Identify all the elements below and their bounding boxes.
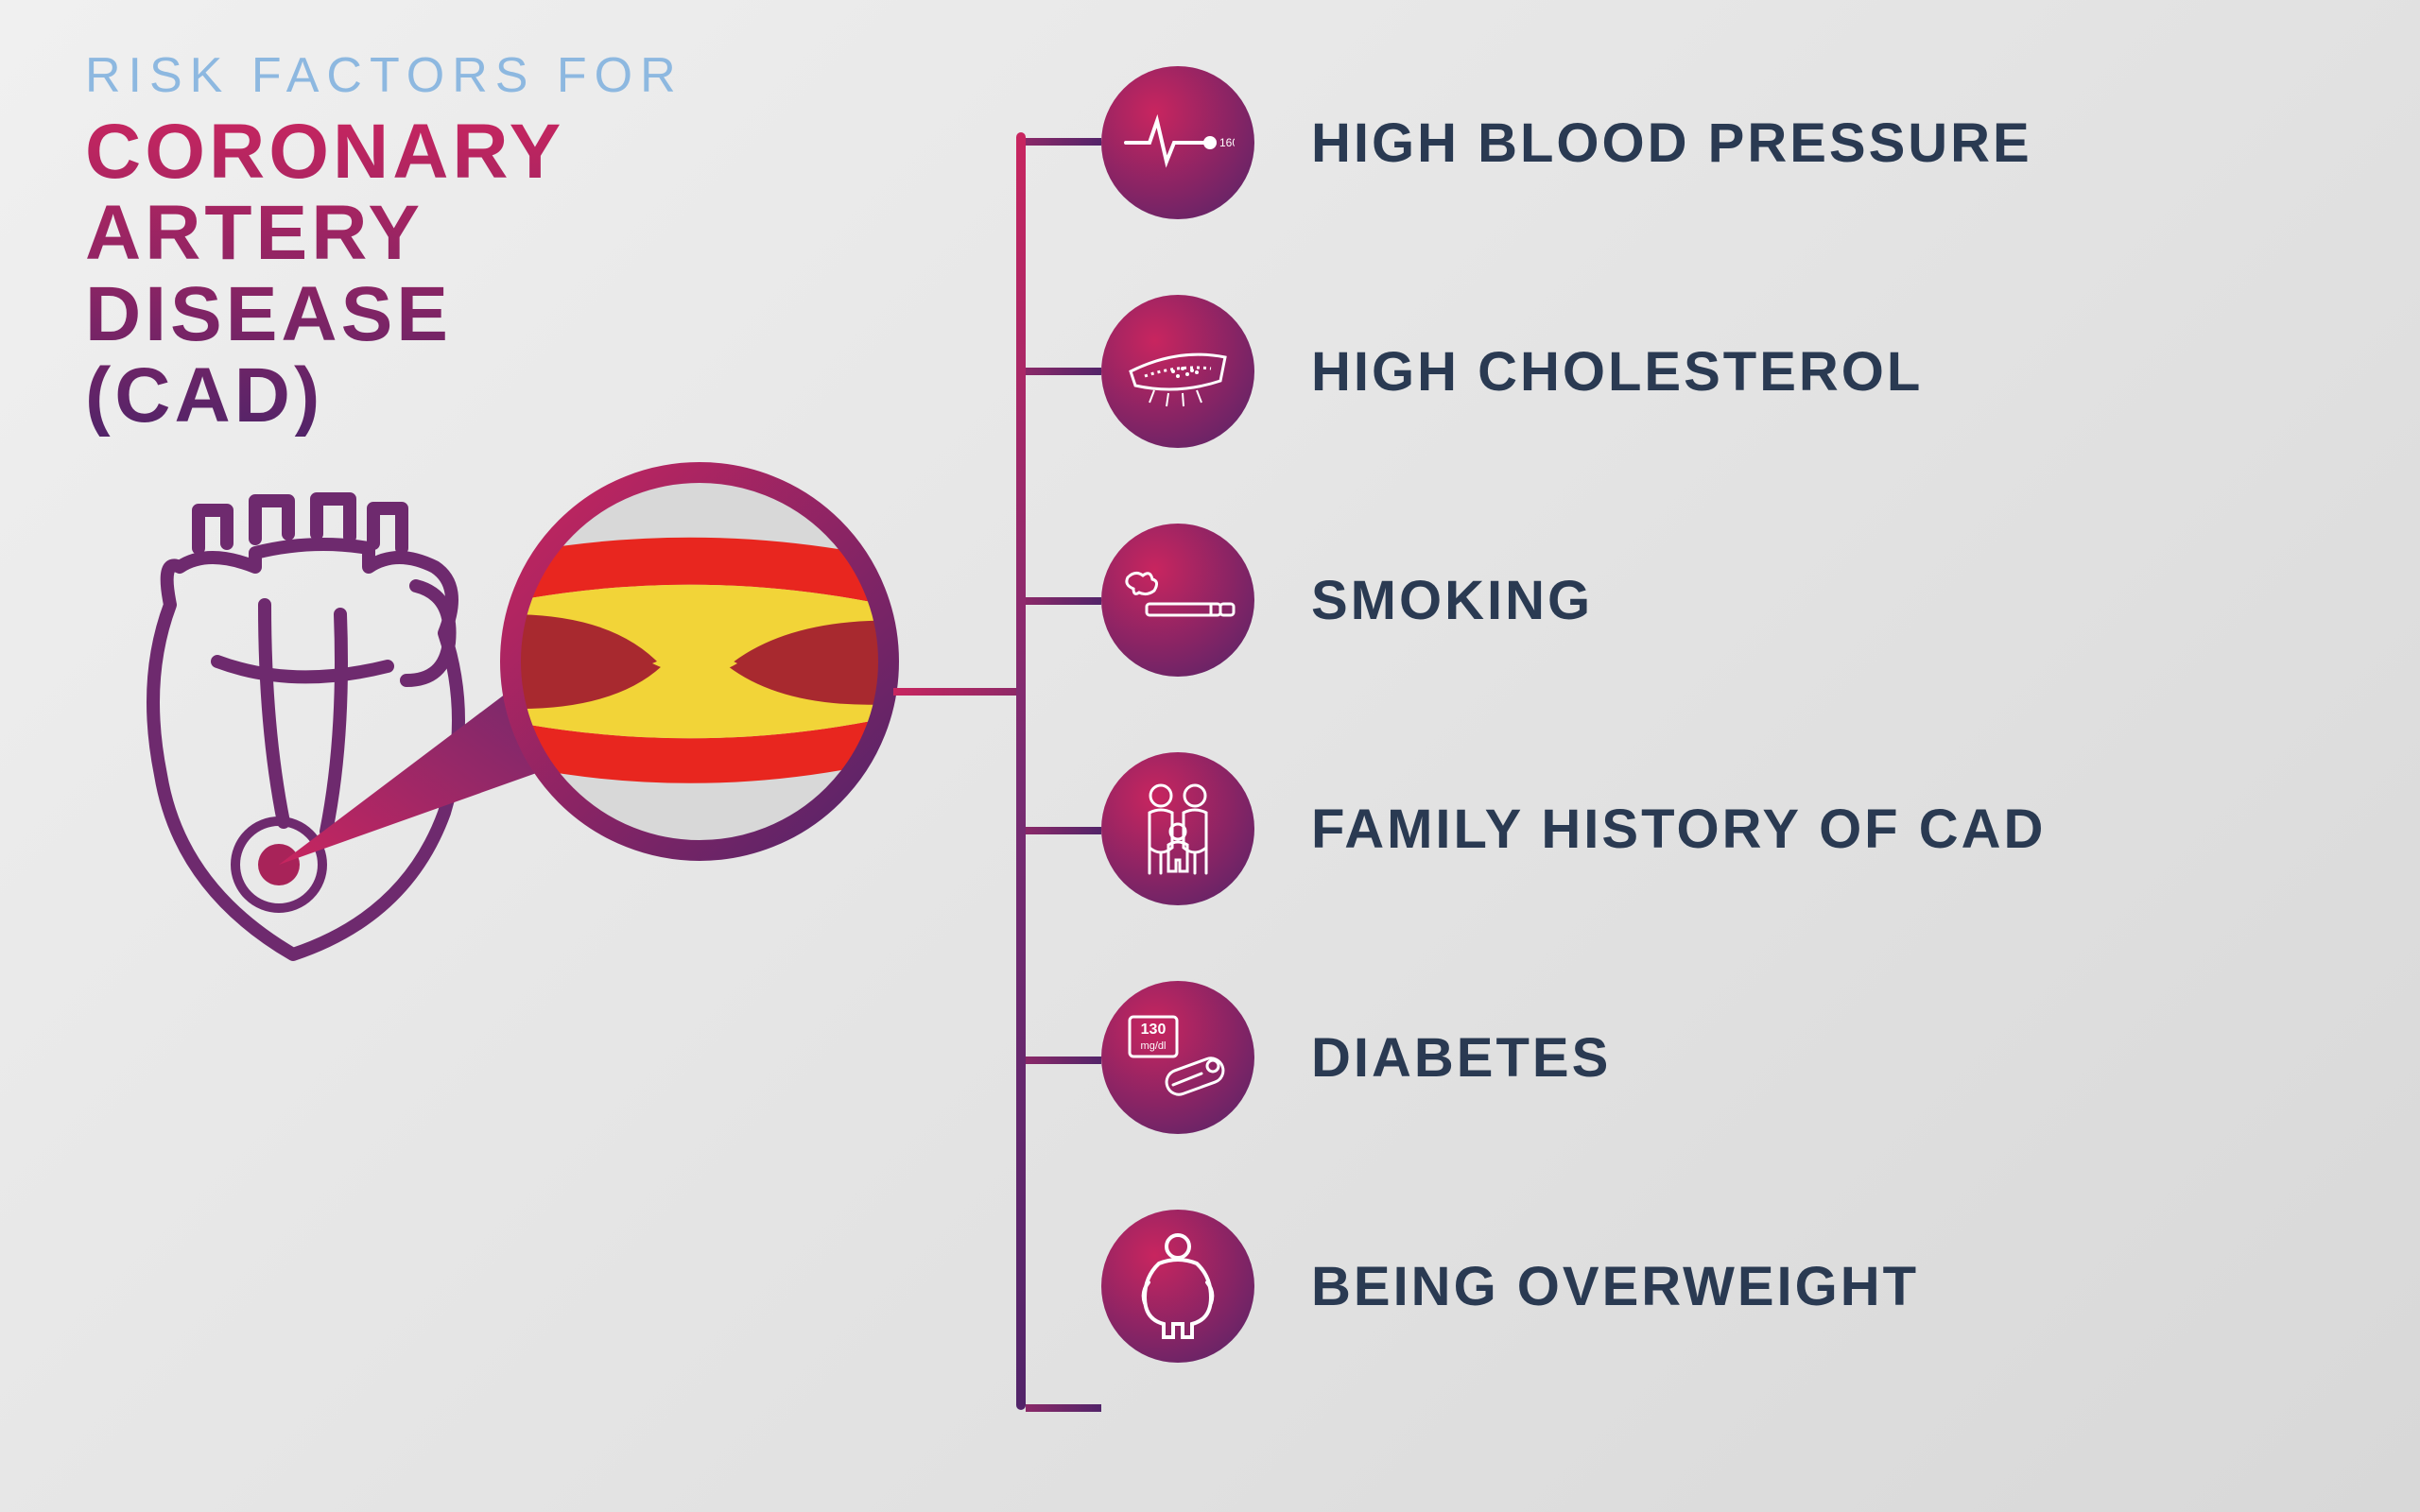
diabetes-icon: 130 mg/dl [1101,981,1254,1134]
item-smoking: SMOKING [1101,524,2046,677]
item-label: HIGH BLOOD PRESSURE [1311,112,2032,175]
svg-text:mg/dl: mg/dl [1141,1040,1167,1052]
risk-factor-list: 160 HIGH BLOOD PRESSURE HIGH CHOLESTEROL… [1101,66,2046,1363]
title-block: RISK FACTORS FOR CORONARY ARTERY DISEASE… [85,47,683,437]
item-overweight: BEING OVERWEIGHT [1101,1210,2046,1363]
branch [1026,1404,1101,1412]
branch [1026,827,1101,834]
overweight-icon [1101,1210,1254,1363]
item-label: SMOKING [1311,569,1593,632]
artery-magnify [492,454,908,874]
svg-text:160: 160 [1219,136,1235,149]
svg-text:130: 130 [1141,1022,1167,1038]
connector-vertical [1016,132,1026,1410]
connector-stem [893,688,1026,696]
bp-icon: 160 [1101,66,1254,219]
item-diabetes: 130 mg/dl DIABETES [1101,981,2046,1134]
item-label: DIABETES [1311,1026,1611,1090]
item-label: BEING OVERWEIGHT [1311,1255,1919,1318]
subtitle: RISK FACTORS FOR [85,47,683,104]
branch [1026,1057,1101,1064]
item-label: FAMILY HISTORY OF CAD [1311,798,2046,861]
item-cholesterol: HIGH CHOLESTEROL [1101,295,2046,448]
cholesterol-icon [1101,295,1254,448]
item-label: HIGH CHOLESTEROL [1311,340,1923,404]
smoking-icon [1101,524,1254,677]
item-family: FAMILY HISTORY OF CAD [1101,752,2046,905]
main-title: CORONARY ARTERY DISEASE (CAD) [85,112,683,437]
branch [1026,368,1101,375]
branch [1026,597,1101,605]
item-bp: 160 HIGH BLOOD PRESSURE [1101,66,2046,219]
family-icon [1101,752,1254,905]
branch [1026,138,1101,146]
